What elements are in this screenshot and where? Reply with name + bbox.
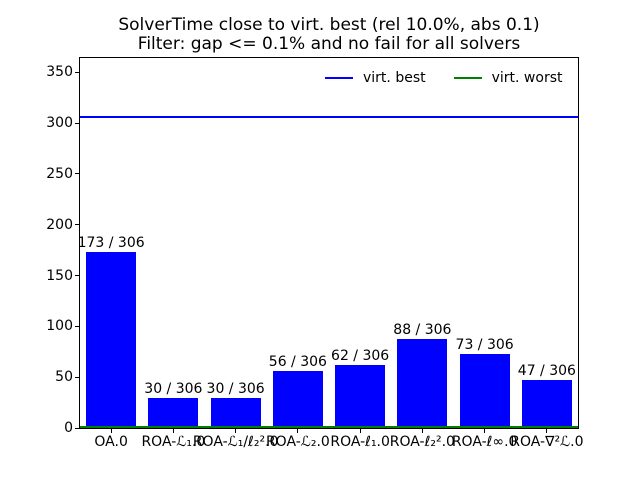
y-tick-label: 50 [55, 369, 73, 386]
x-tick-label: ROA-ℒ₁.0 [141, 434, 206, 450]
y-tick-mark [75, 376, 79, 378]
y-tick-mark [75, 71, 79, 73]
x-tick-mark [421, 429, 423, 433]
x-tick-mark [484, 429, 486, 433]
y-tick-mark [75, 122, 79, 124]
x-tick-mark [359, 429, 361, 433]
chart-title-line1: SolverTime close to virt. best (rel 10.0… [118, 15, 540, 35]
legend-item-virt-worst: virt. worst [453, 69, 563, 86]
bar [272, 371, 323, 428]
legend-line-icon-virt-worst [453, 76, 482, 79]
bar-value-label: 173 / 306 [77, 235, 145, 252]
y-tick-label: 0 [64, 420, 73, 436]
bar [148, 397, 199, 428]
bar [521, 380, 572, 428]
bar-value-label: 30 / 306 [206, 380, 265, 397]
legend-label-virt-best: virt. best [363, 69, 426, 86]
bar [86, 252, 137, 428]
x-tick-mark [110, 429, 112, 433]
bar [459, 353, 510, 428]
chart-title: SolverTime close to virt. best (rel 10.0… [79, 16, 579, 54]
bar [397, 338, 448, 428]
legend-line-icon-virt-best [325, 76, 353, 79]
hline-virt-worst [80, 425, 578, 428]
y-tick-label: 250 [46, 165, 73, 182]
legend-item-virt-best: virt. best [325, 70, 426, 86]
x-tick-label: ROA-ℓ₁.0 [330, 434, 390, 450]
y-tick-mark [75, 427, 79, 429]
y-tick-label: 200 [46, 216, 73, 233]
y-tick-label: 300 [46, 115, 73, 132]
bar-value-label: 56 / 306 [268, 354, 327, 371]
x-tick-label: ROA-ℒ₁/ℓ₂².0 [192, 434, 279, 450]
x-tick-label: ROA-∇²ℒ.0 [510, 434, 584, 450]
x-tick-mark [235, 429, 237, 433]
x-tick-mark [546, 429, 548, 433]
y-tick-label: 100 [46, 318, 73, 335]
y-tick-mark [75, 325, 79, 327]
y-tick-mark [75, 224, 79, 226]
y-tick-label: 150 [46, 267, 73, 284]
x-tick-label: ROA-ℒ₂.0 [265, 434, 330, 450]
y-tick-mark [75, 275, 79, 277]
bar-value-label: 62 / 306 [331, 347, 390, 364]
bar-value-label: 73 / 306 [455, 336, 514, 353]
x-tick-label: OA.0 [94, 434, 128, 450]
chart-title-line2: Filter: gap <= 0.1% and no fail for all … [137, 34, 521, 54]
x-tick-mark [297, 429, 299, 433]
x-tick-mark [172, 429, 174, 433]
y-tick-mark [75, 173, 79, 175]
bar [335, 364, 386, 428]
x-tick-label: ROA-ℓ∞.0 [451, 434, 518, 450]
legend: virt. best virt. worst [325, 69, 562, 86]
hline-virt-best [80, 115, 578, 118]
bar-value-label: 30 / 306 [144, 380, 203, 397]
legend-label-virt-worst: virt. worst [491, 69, 563, 86]
bar [210, 397, 261, 428]
bar-value-label: 88 / 306 [393, 321, 452, 338]
y-tick-label: 350 [46, 64, 73, 81]
x-tick-label: ROA-ℓ₂².0 [389, 434, 455, 450]
bar-value-label: 47 / 306 [517, 363, 576, 380]
